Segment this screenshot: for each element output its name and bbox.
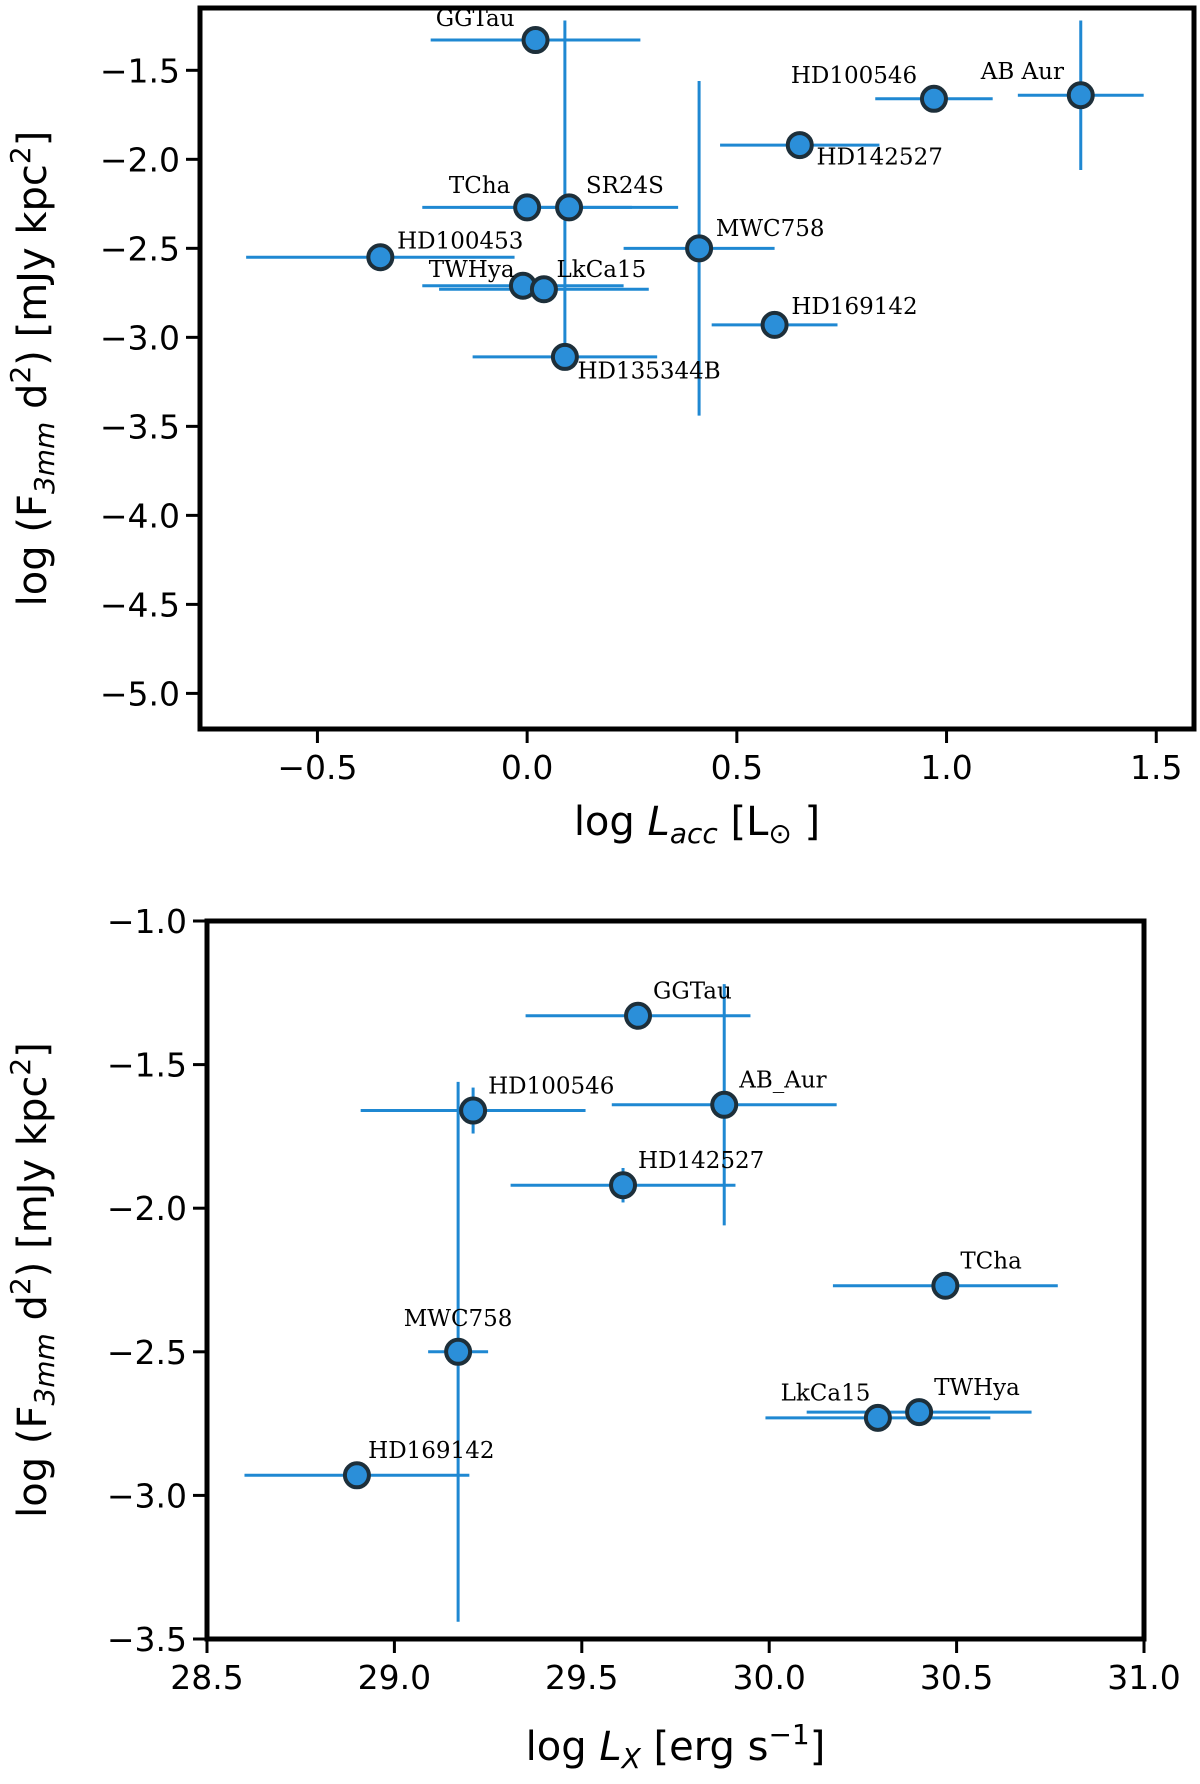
data-point-ggtau xyxy=(624,1001,653,1030)
data-point-tcha xyxy=(931,1271,960,1300)
y-tick-label: −1.5 xyxy=(100,51,180,90)
data-point-hd142527 xyxy=(785,131,814,160)
y-tick-label: −1.5 xyxy=(107,1046,187,1085)
point-label-hd100546: HD100546 xyxy=(488,1073,614,1099)
x-tick-label: 29.0 xyxy=(358,1658,431,1697)
y-tick-label: −3.5 xyxy=(100,407,180,446)
y-tick-label: −3.0 xyxy=(107,1476,187,1515)
data-point-hd169142 xyxy=(760,310,789,339)
x-tick-label: 29.5 xyxy=(545,1658,618,1697)
point-label-ab-aur: AB_Aur xyxy=(738,1068,826,1094)
point-label-lkca15: LkCa15 xyxy=(556,257,646,283)
y-tick-label: −2.5 xyxy=(100,229,180,268)
y-axis: −1.0 −1.5 −2.0 −2.5 −3.0 −3.5 xyxy=(107,902,207,1659)
y-tick-label: −4.5 xyxy=(100,585,180,624)
data-point-hd100546 xyxy=(919,84,948,113)
y-tick-label: −3.0 xyxy=(100,318,180,357)
data-point-ggtau xyxy=(521,26,550,55)
point-label-sr24s: SR24S xyxy=(586,173,664,199)
data-points: GGTau AB_Aur HD100546 HD142527 TCha MWC758 TWH… xyxy=(244,979,1058,1622)
point-label-hd142527: HD142527 xyxy=(638,1148,764,1174)
data-point-hd100453 xyxy=(366,243,395,272)
y-tick-label: −3.5 xyxy=(107,1620,187,1659)
point-label-hd169142: HD169142 xyxy=(791,294,917,320)
plot-frame xyxy=(204,918,1147,1642)
point-label-twhya: TWHya xyxy=(934,1375,1020,1401)
y-tick-label: −1.0 xyxy=(107,902,187,941)
data-point-ab-aur xyxy=(710,1090,739,1119)
x-axis-title: log LX [erg s−1] xyxy=(526,1718,826,1775)
point-label-hd100453: HD100453 xyxy=(397,228,523,254)
data-point-hd142527 xyxy=(609,1171,638,1200)
data-point-mwc758 xyxy=(685,234,714,263)
plot-frame xyxy=(197,5,1197,732)
y-tick-label: −2.0 xyxy=(100,140,180,179)
point-label-tcha: TCha xyxy=(449,173,511,199)
x-axis: −0.5 0.0 0.5 1.0 1.5 xyxy=(277,729,1182,787)
chart-bottom-xray-luminosity: GGTau AB_Aur HD100546 HD142527 TCha MWC758 TWH… xyxy=(4,902,1181,1775)
data-point-twhya xyxy=(905,1398,934,1427)
y-tick-label: −4.0 xyxy=(100,496,180,535)
y-tick-label: −5.0 xyxy=(100,674,180,713)
point-label-ab-aur: AB Aur xyxy=(980,59,1064,85)
y-axis-title: log (F3mm d2) [mJy kpc2] xyxy=(4,1042,61,1518)
data-point-mwc758 xyxy=(444,1337,473,1366)
x-tick-label: 1.0 xyxy=(920,748,972,787)
y-tick-label: −2.5 xyxy=(107,1333,187,1372)
point-label-lkca15: LkCa15 xyxy=(781,1381,871,1407)
data-point-lkca15 xyxy=(529,275,558,304)
y-axis-title: log (F3mm d2) [mJy kpc2] xyxy=(4,131,61,607)
y-axis: −1.5 −2.0 −2.5 −3.0 −3.5 −4.0 −4.5 −5.0 xyxy=(100,51,200,713)
x-tick-label: 1.5 xyxy=(1130,748,1182,787)
data-point-sr24s xyxy=(555,193,584,222)
x-axis: 28.5 29.0 29.5 30.0 30.5 31.0 xyxy=(170,1639,1181,1697)
point-label-tcha: TCha xyxy=(960,1249,1022,1275)
x-axis-title: log Lacc [L⊙ ] xyxy=(574,799,820,850)
data-point-lkca15 xyxy=(863,1403,892,1432)
point-label-hd142527: HD142527 xyxy=(817,145,943,171)
data-point-tcha xyxy=(513,193,542,222)
y-tick-label: −2.0 xyxy=(107,1189,187,1228)
point-label-hd100546: HD100546 xyxy=(791,63,917,89)
x-tick-label: 0.0 xyxy=(501,748,553,787)
x-tick-label: 31.0 xyxy=(1107,1658,1180,1697)
point-label-hd135344b: HD135344B xyxy=(577,358,720,384)
point-label-ggtau: GGTau xyxy=(653,979,732,1005)
x-tick-label: 0.5 xyxy=(711,748,763,787)
x-tick-label: −0.5 xyxy=(277,748,357,787)
data-point-hd169142 xyxy=(342,1461,371,1490)
x-tick-label: 30.5 xyxy=(920,1658,993,1697)
x-tick-label: 28.5 xyxy=(170,1658,243,1697)
data-point-ab-aur xyxy=(1066,81,1095,110)
data-point-hd100546 xyxy=(459,1096,488,1125)
x-tick-label: 30.0 xyxy=(732,1658,805,1697)
point-label-mwc758: MWC758 xyxy=(716,216,825,242)
point-label-twhya: TWHya xyxy=(429,257,515,283)
point-label-hd169142: HD169142 xyxy=(368,1438,494,1464)
point-label-mwc758: MWC758 xyxy=(404,1306,513,1332)
data-point-hd135344b xyxy=(550,342,579,371)
